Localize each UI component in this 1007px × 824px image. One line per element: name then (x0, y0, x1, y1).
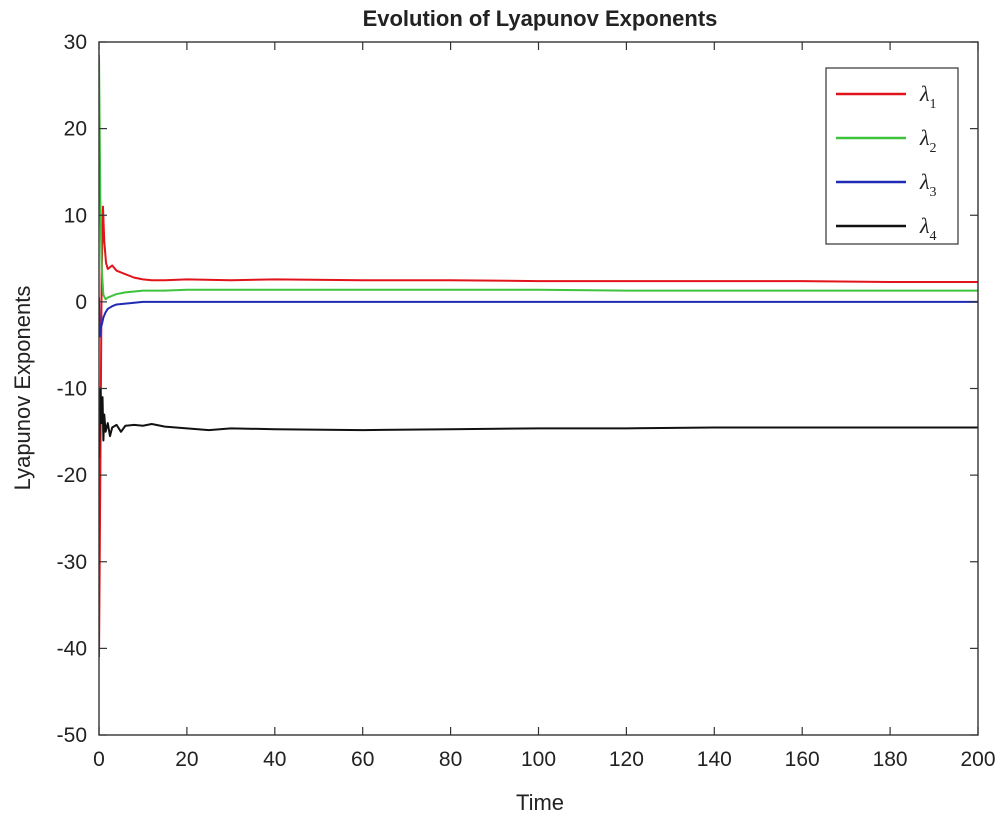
y-axis: 30 20 10 0 -10 -20 -30 -40 -50 (57, 31, 978, 747)
y-tick-label: -40 (57, 637, 87, 660)
legend-subscript: 4 (930, 229, 937, 244)
series-line-lambda-3 (99, 297, 978, 338)
y-tick-label: -50 (57, 724, 87, 747)
y-tick-label: 0 (75, 291, 87, 314)
x-tick-label: 160 (785, 748, 820, 771)
legend-subscript: 2 (930, 141, 937, 156)
x-axis: 0 20 40 60 80 100 120 140 160 180 200 (93, 42, 996, 771)
x-tick-label: 120 (609, 748, 644, 771)
x-tick-label: 20 (175, 748, 198, 771)
legend-label-lambda-3: λ3 (919, 169, 937, 200)
legend-label-lambda-2: λ2 (919, 125, 937, 156)
legend-box (825, 67, 959, 245)
y-tick-label: -20 (57, 464, 87, 487)
y-tick-label: -30 (57, 551, 87, 574)
y-tick-label: 30 (64, 31, 87, 54)
x-tick-label: 140 (697, 748, 732, 771)
legend-label-lambda-4: λ4 (919, 213, 937, 244)
x-tick-label: 0 (93, 748, 105, 771)
y-axis-label: Lyapunov Exponents (10, 286, 35, 491)
legend-symbol: λ (919, 125, 930, 150)
y-tick-label: 20 (64, 118, 87, 141)
x-tick-label: 180 (873, 748, 908, 771)
x-tick-label: 200 (960, 748, 995, 771)
x-tick-label: 40 (263, 748, 286, 771)
series-line-lambda-2 (99, 54, 978, 301)
series-line-lambda-4 (99, 387, 978, 458)
x-tick-label: 80 (439, 748, 462, 771)
legend-subscript: 3 (930, 185, 937, 200)
x-tick-label: 100 (521, 748, 556, 771)
x-tick-label: 60 (351, 748, 374, 771)
y-tick-label: 10 (64, 204, 87, 227)
legend-symbol: λ (919, 213, 930, 238)
legend-label-lambda-1: λ1 (919, 81, 937, 112)
legend-subscript: 1 (930, 97, 937, 112)
legend-symbol: λ (919, 169, 930, 194)
chart-title: Evolution of Lyapunov Exponents (363, 6, 718, 31)
x-axis-label: Time (516, 790, 564, 815)
legend-symbol: λ (919, 81, 930, 106)
series-line-lambda-1 (99, 205, 978, 658)
series-layer (99, 54, 978, 658)
y-tick-label: -10 (57, 378, 87, 401)
